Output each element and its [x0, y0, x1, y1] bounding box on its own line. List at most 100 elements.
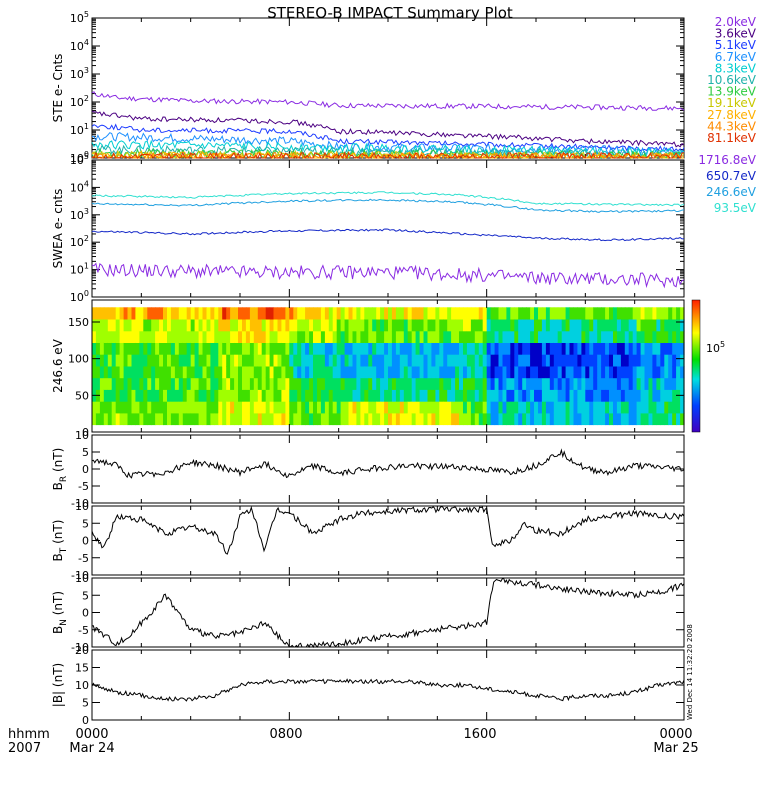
heatmap-cell	[435, 342, 440, 355]
heatmap-cell	[344, 354, 350, 367]
heatmap-cell	[431, 366, 436, 379]
heatmap-cell	[470, 377, 476, 390]
heatmap-cell	[427, 401, 432, 414]
heatmap-cell	[163, 307, 168, 320]
heatmap-cell	[380, 389, 385, 402]
heatmap-cell	[676, 354, 681, 367]
heatmap-cell	[486, 389, 492, 402]
footer-date-0: Mar 24	[69, 741, 114, 756]
field-line-6	[91, 678, 685, 702]
heatmap-cell	[490, 366, 496, 379]
heatmap-cell	[482, 307, 488, 320]
heatmap-cell	[399, 377, 405, 390]
heatmap-cell	[218, 307, 223, 320]
heatmap-cell	[95, 330, 101, 343]
heatmap-cell	[313, 401, 318, 414]
heatmap-cell	[565, 412, 571, 426]
y-tick-label: 50	[75, 389, 89, 402]
heatmap-cell	[163, 389, 168, 402]
heatmap-cell	[167, 319, 172, 332]
heatmap-cell	[234, 319, 239, 332]
heatmap-cell	[309, 307, 314, 320]
heatmap-cell	[486, 307, 492, 320]
heatmap-cell	[415, 377, 421, 390]
heatmap-cell	[202, 342, 207, 355]
heatmap-cell	[222, 377, 227, 390]
heatmap-cell	[451, 366, 456, 379]
heatmap-cell	[376, 389, 381, 402]
heatmap-cell	[123, 330, 129, 343]
heatmap-cell	[522, 307, 527, 320]
heatmap-cell	[589, 412, 594, 426]
heatmap-cell	[336, 401, 342, 414]
heatmap-cell	[435, 401, 440, 414]
heatmap-cell	[411, 401, 417, 414]
heatmap-cell	[680, 377, 685, 390]
heatmap-cell	[605, 307, 610, 320]
heatmap-cell	[277, 377, 282, 390]
heatmap-cell	[557, 354, 563, 367]
heatmap-cell	[411, 330, 417, 343]
heatmap-cell	[214, 319, 219, 332]
heatmap-cell	[399, 389, 405, 402]
heatmap-cell	[194, 354, 200, 367]
heatmap-cell	[593, 330, 598, 343]
heatmap-cell	[159, 319, 164, 332]
heatmap-cell	[372, 354, 377, 367]
heatmap-cell	[119, 354, 125, 367]
heatmap-cell	[399, 412, 405, 426]
heatmap-cell	[261, 307, 267, 320]
heatmap-cell	[620, 412, 626, 426]
heatmap-cell	[557, 319, 563, 332]
heatmap-cell	[364, 401, 369, 414]
heatmap-cell	[245, 354, 251, 367]
heatmap-cell	[313, 389, 318, 402]
heatmap-cell	[463, 307, 468, 320]
heatmap-cell	[301, 412, 306, 426]
heatmap-cell	[328, 330, 334, 343]
heatmap-cell	[360, 389, 365, 402]
heatmap-cell	[478, 366, 484, 379]
heatmap-cell	[597, 354, 602, 367]
heatmap-cell	[384, 389, 389, 402]
heatmap-cell	[289, 342, 294, 355]
ste-legend-entry: 3.6keV	[715, 27, 757, 41]
heatmap-cell	[478, 377, 484, 390]
heatmap-cell	[178, 377, 184, 390]
heatmap-cell	[415, 401, 421, 414]
heatmap-cell	[593, 377, 598, 390]
heatmap-cell	[99, 319, 105, 332]
heatmap-cell	[522, 377, 527, 390]
heatmap-cell	[214, 366, 219, 379]
heatmap-cell	[494, 319, 500, 332]
y-tick-label: 100	[68, 353, 89, 366]
heatmap-cell	[167, 389, 172, 402]
heatmap-cell	[214, 412, 219, 426]
heatmap-cell	[159, 412, 164, 426]
heatmap-cell	[202, 389, 207, 402]
heatmap-cell	[226, 330, 231, 343]
heatmap-cell	[115, 366, 121, 379]
heatmap-cell	[510, 366, 515, 379]
heatmap-cell	[407, 412, 413, 426]
heatmap-cell	[427, 366, 432, 379]
heatmap-cell	[289, 330, 294, 343]
heatmap-cell	[103, 319, 109, 332]
heatmap-cell	[139, 330, 144, 343]
heatmap-cell	[127, 307, 132, 320]
heatmap-cell	[455, 401, 460, 414]
heatmap-cell	[545, 342, 551, 355]
heatmap-cell	[317, 354, 322, 367]
heatmap-cell	[210, 412, 215, 426]
heatmap-cell	[486, 354, 492, 367]
heatmap-cell	[364, 319, 369, 332]
heatmap-cell	[470, 307, 476, 320]
heatmap-cell	[139, 412, 144, 426]
heatmap-cell	[332, 307, 338, 320]
heatmap-cell	[95, 342, 101, 355]
heatmap-cell	[557, 366, 563, 379]
ste-legend: 2.0keV3.6keV5.1keV6.7keV8.3keV10.6keV13.…	[707, 15, 757, 145]
heatmap-cell	[415, 307, 421, 320]
heatmap-cell	[391, 330, 397, 343]
heatmap-cell	[553, 354, 559, 367]
